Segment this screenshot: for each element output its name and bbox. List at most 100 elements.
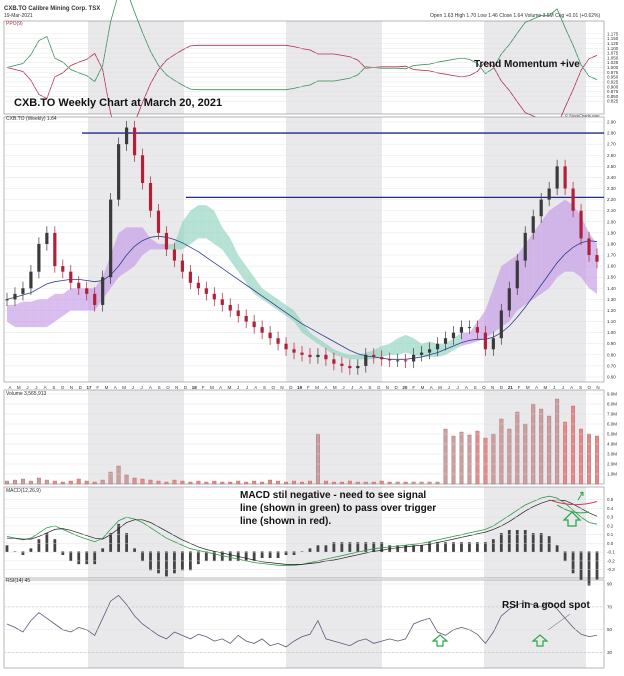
volume-bar <box>244 481 249 485</box>
ichimoku-cloud-segment <box>333 349 342 358</box>
macd-histogram-bar <box>212 551 216 562</box>
price-candle-body <box>364 354 368 366</box>
macd-histogram-bar <box>69 551 73 562</box>
ppo-tick-label: 1.000 <box>607 65 619 70</box>
x-axis-label: S <box>263 385 266 390</box>
ichimoku-cloud-segment <box>405 334 414 355</box>
x-axis-label: N <box>386 385 389 390</box>
macd-histogram-bar <box>420 545 423 552</box>
x-axis-label: M <box>526 385 530 390</box>
ichimoku-cloud-segment <box>493 266 502 333</box>
price-candle-body <box>467 327 472 329</box>
rsi-panel-label: RSI(14) 45 <box>6 578 30 584</box>
price-candle-body <box>236 310 240 317</box>
x-axis-label: M <box>543 385 547 390</box>
x-axis-label: J <box>35 385 37 390</box>
macd-histogram-bar <box>157 551 160 574</box>
macd-histogram-bar <box>460 542 463 552</box>
macd-tick-label: 0.5 <box>607 497 614 502</box>
price-panel: 2.90 2.80 2.70 2.60 2.50 2.40 2.30 2.20 2.10 2.00… <box>3 116 616 390</box>
chart-title: CXB.TO Weekly Chart at March 20, 2021 <box>14 97 222 109</box>
volume-bar <box>355 481 360 485</box>
price-tick-label: 1.70 <box>607 253 616 258</box>
price-candle-body <box>316 354 320 358</box>
ichimoku-cloud-segment <box>389 338 398 355</box>
x-axis-label: D <box>395 385 399 390</box>
macd-histogram-bar <box>579 551 583 583</box>
price-candle-body <box>499 310 503 339</box>
price-candle-body <box>61 266 65 272</box>
ichimoku-cloud-segment <box>126 227 135 272</box>
ichimoku-cloud-segment <box>150 238 159 250</box>
ichimoku-cloud-segment <box>230 238 239 272</box>
ichimoku-cloud-segment <box>118 227 127 278</box>
x-axis-label: O <box>272 385 276 390</box>
price-candle-body <box>21 288 25 294</box>
macd-histogram-bar <box>499 533 503 552</box>
volume-bar <box>467 434 472 485</box>
macd-tick-label: -0.2 <box>607 558 615 563</box>
x-axis-label: A <box>430 385 433 390</box>
x-axis-label: A <box>219 385 222 390</box>
ichimoku-cloud-segment <box>397 334 406 355</box>
macd-panel: 0.5 0.4 0.3 0.2 0.1 0.0 -0.1 -0.2 -0.3 <box>3 486 615 586</box>
macd-histogram-bar <box>53 539 57 552</box>
price-tick-label: 2.30 <box>607 186 616 191</box>
price-tick-label: 0.70 <box>607 363 616 368</box>
ichimoku-cloud-segment <box>7 304 15 328</box>
volume-bar <box>212 480 217 485</box>
volume-tick-label: 2.0M <box>607 462 617 467</box>
volume-year-band <box>88 390 184 484</box>
x-axis-label: 20 <box>402 385 408 390</box>
price-frame <box>3 116 605 383</box>
price-tick-label: 2.40 <box>607 175 616 180</box>
price-candle-body <box>164 232 169 250</box>
macd-histogram-bar <box>412 545 416 552</box>
macd-tick-label: -0.3 <box>607 567 615 572</box>
x-axis-label: M <box>333 385 337 390</box>
macd-histogram-bar <box>316 545 320 552</box>
price-tick-label: 1.80 <box>607 241 616 246</box>
macd-frame <box>3 486 605 579</box>
volume-bar <box>539 408 544 485</box>
volume-tick-label: 6.0M <box>607 422 617 427</box>
x-axis-label: A <box>8 385 11 390</box>
price-candle-body <box>451 332 456 339</box>
macd-histogram-bar <box>21 551 25 555</box>
volume-bar <box>443 428 448 485</box>
macd-small-arrow-icon <box>577 491 584 501</box>
ichimoku-cloud-segment <box>294 310 302 333</box>
ppo-tick-label: 0.925 <box>607 79 619 84</box>
ichimoku-cloud-segment <box>541 210 550 294</box>
volume-bar <box>475 430 480 485</box>
volume-bar <box>308 480 312 485</box>
ichimoku-cloud-segment <box>158 243 167 250</box>
x-axis-label: M <box>228 385 232 390</box>
x-axis-label: D <box>500 385 504 390</box>
ichimoku-cloud-segment <box>142 227 151 256</box>
volume-bar <box>339 481 344 485</box>
macd-histogram-bar <box>324 545 328 552</box>
rsi-line <box>6 594 598 648</box>
price-tick-label: 2.10 <box>607 208 616 213</box>
macd-tick-label: 0.1 <box>607 532 614 537</box>
x-axis-label: O <box>482 385 486 390</box>
macd-histogram-bar <box>196 551 200 565</box>
x-axis-label: N <box>596 385 599 390</box>
price-candle-body <box>380 357 384 360</box>
volume-bar <box>76 478 81 485</box>
price-tick-label: 0.80 <box>607 352 616 357</box>
macd-histogram-bar <box>587 551 591 586</box>
price-tick-label: 1.10 <box>607 319 616 324</box>
x-axis-label: A <box>570 385 573 390</box>
price-candle-body <box>132 127 137 156</box>
macd-histogram-bar <box>372 542 376 552</box>
volume-bar <box>220 481 225 485</box>
volume-bar <box>116 465 121 485</box>
ichimoku-cloud-segment <box>581 216 590 289</box>
x-axis-label: 17 <box>86 385 92 390</box>
volume-bar <box>435 481 440 485</box>
ppo-green-line <box>6 0 598 91</box>
ichimoku-cloud-segment <box>437 343 446 358</box>
volume-bar <box>563 421 568 485</box>
